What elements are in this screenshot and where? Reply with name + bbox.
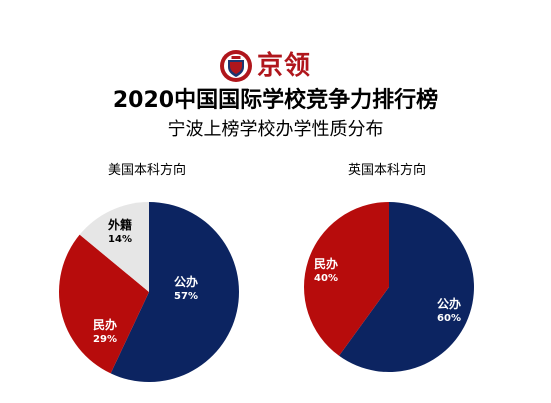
pie-slice-1 [304,202,389,356]
slice-label-0: 公办 [437,296,461,311]
slice-label-1: 民办 [314,256,338,271]
page-subtitle: 宁波上榜学校办学性质分布 [167,119,384,140]
slice-label-2: 外籍 [108,217,132,232]
slice-value-1: 29% [93,334,117,345]
slice-label-0: 公办 [174,274,198,289]
pie-slice-0 [339,202,474,372]
slice-value-2: 14% [108,234,132,245]
pie-slice-0 [110,202,239,382]
chart-title-us: 美国本科方向 [108,163,187,178]
chart-title-uk: 英国本科方向 [348,163,427,178]
slice-value-0: 57% [174,291,198,302]
brand-name: 京领 [257,51,312,81]
pie-slice-2 [79,202,149,292]
slice-value-1: 40% [314,273,338,284]
slice-label-1: 民办 [93,317,117,332]
page-title: 2020中国国际学校竞争力排行榜 [112,88,439,113]
brand-logo: 京领 [219,49,339,83]
slice-value-0: 60% [437,313,461,324]
pie-chart-uk: 公办 60% 民办 40% [304,202,474,372]
pie-slice-1 [58,234,149,374]
crest-icon [220,50,252,82]
pie-chart-us: 公办 57% 民办 29% 外籍 14% [58,202,239,382]
